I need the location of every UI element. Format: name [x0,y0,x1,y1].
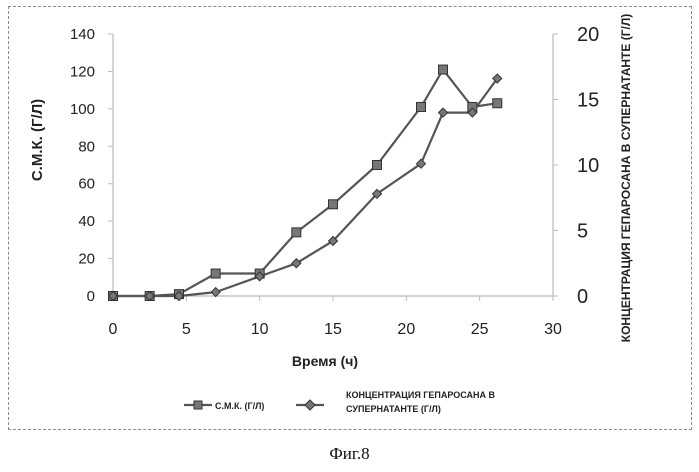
x-axis-ticks: 0 5 10 15 20 25 30 [109,296,562,338]
left-axis-label: С.М.К. (Г/Л) [29,99,46,181]
data-point-square [329,200,338,209]
left-tick-label: 120 [70,63,95,80]
left-tick-label: 140 [70,26,95,43]
legend-item-smk: С.М.К. (Г/Л) [184,401,264,411]
right-tick-label: 5 [577,221,588,243]
x-tick-label: 0 [109,321,118,338]
data-point-diamond [439,108,448,117]
data-point-square [493,99,502,108]
left-axis-ticks: 0 20 40 60 80 100 120 140 [70,26,113,305]
left-tick-label: 0 [87,288,95,305]
legend-label-heparosan: КОНЦЕНТРАЦИЯ ГЕПАРОСАНА В СУПЕРНАТАНТЕ (… [346,390,498,414]
data-point-diamond [211,288,220,297]
left-tick-label: 60 [78,176,95,193]
data-point-square [373,161,382,170]
x-axis-label: Время (ч) [292,353,358,369]
legend-label-smk: С.М.К. (Г/Л) [215,401,264,411]
right-tick-label: 20 [577,24,599,46]
chart: 0 20 40 60 80 100 120 140 0 5 10 15 20 0 5 10 15 20 25 30… [0,0,699,440]
series-markers [109,65,502,300]
legend-marker-square [194,401,202,409]
right-tick-label: 10 [577,155,599,177]
data-point-square [211,269,220,278]
right-tick-label: 15 [577,90,599,112]
x-tick-label: 30 [544,321,562,338]
left-tick-label: 20 [78,251,95,268]
plot-area [113,34,553,296]
figure-caption: Фиг.8 [0,444,699,464]
x-tick-label: 5 [182,321,191,338]
data-point-square [417,102,426,111]
left-tick-label: 40 [78,213,95,230]
series-lines [113,70,497,296]
data-point-square [439,65,448,74]
legend-item-heparosan: КОНЦЕНТРАЦИЯ ГЕПАРОСАНА В СУПЕРНАТАНТЕ (… [296,390,498,414]
left-tick-label: 80 [78,138,95,155]
x-tick-label: 25 [471,321,489,338]
right-axis-label: КОНЦЕНТРАЦИЯ ГЕПАРОСАНА В СУПЕРНАТАНТЕ (… [619,14,633,343]
x-tick-label: 15 [324,321,342,338]
right-tick-label: 0 [577,286,588,308]
series-line-0 [113,70,497,296]
x-tick-label: 10 [251,321,269,338]
left-tick-label: 100 [70,101,95,118]
legend-marker-diamond [305,400,315,410]
right-axis-ticks: 0 5 10 15 20 [553,24,599,308]
legend: С.М.К. (Г/Л) КОНЦЕНТРАЦИЯ ГЕПАРОСАНА В С… [184,390,498,414]
data-point-square [292,228,301,237]
x-tick-label: 20 [397,321,415,338]
